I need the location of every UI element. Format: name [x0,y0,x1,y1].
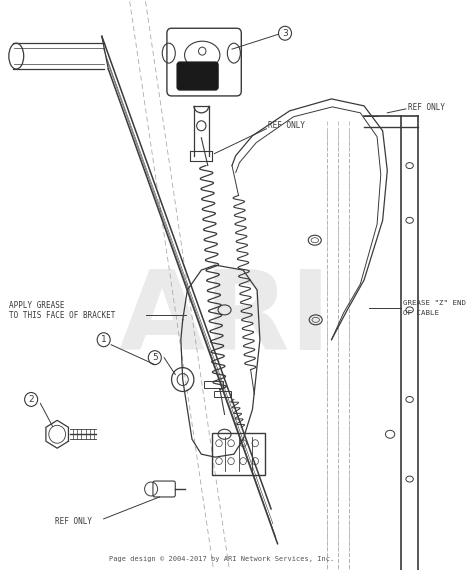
Text: OF CABLE: OF CABLE [403,310,439,316]
Text: 2: 2 [28,395,34,404]
Bar [211,433,265,475]
Text: REF ONLY: REF ONLY [408,103,445,112]
Text: Page design © 2004-2017 by ARI Network Services, Inc.: Page design © 2004-2017 by ARI Network S… [109,556,334,562]
Text: REF ONLY: REF ONLY [55,517,92,526]
FancyBboxPatch shape [177,62,218,90]
Text: TO THIS FACE OF BRACKET: TO THIS FACE OF BRACKET [9,311,115,320]
Text: 5: 5 [152,353,158,362]
Bar [204,380,223,388]
Text: APPLY GREASE: APPLY GREASE [9,301,64,310]
Text: 1: 1 [101,335,107,344]
Text: GREASE "Z" END: GREASE "Z" END [403,300,466,306]
Text: ARI: ARI [118,266,331,373]
Bar [214,392,231,397]
Text: 3: 3 [282,29,288,38]
Text: REF ONLY: REF ONLY [268,121,305,130]
